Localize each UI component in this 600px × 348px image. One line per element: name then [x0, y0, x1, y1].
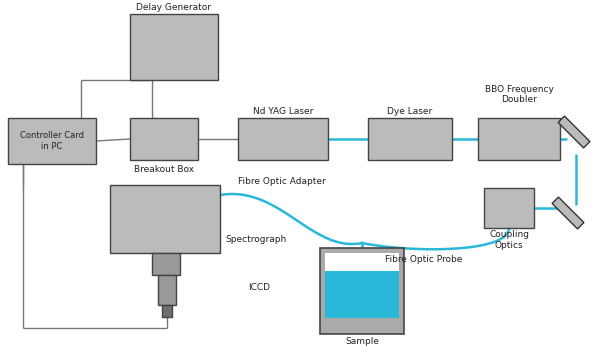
Bar	[320, 248, 404, 334]
Text: Fibre Optic Probe: Fibre Optic Probe	[385, 255, 463, 264]
Bar	[152, 253, 180, 275]
Text: Fibre Optic Adapter: Fibre Optic Adapter	[238, 176, 326, 185]
Bar	[130, 118, 198, 160]
Text: Controller Card
in PC: Controller Card in PC	[20, 131, 84, 151]
Bar	[368, 118, 452, 160]
Bar	[8, 118, 96, 164]
Text: Sample: Sample	[345, 338, 379, 347]
Bar	[130, 14, 218, 80]
Bar	[325, 271, 399, 318]
Bar	[484, 188, 534, 228]
Polygon shape	[558, 116, 590, 148]
Bar	[325, 253, 399, 271]
Text: Coupling
Optics: Coupling Optics	[489, 230, 529, 250]
Text: Dye Laser: Dye Laser	[388, 106, 433, 116]
Text: Delay Generator: Delay Generator	[137, 2, 212, 11]
Bar	[158, 275, 176, 305]
Text: ICCD: ICCD	[248, 284, 270, 293]
Polygon shape	[552, 197, 584, 229]
Bar	[478, 118, 560, 160]
Bar	[110, 185, 220, 253]
Bar	[238, 118, 328, 160]
Bar	[162, 305, 172, 317]
Text: Nd YAG Laser: Nd YAG Laser	[253, 106, 313, 116]
Text: Breakout Box: Breakout Box	[134, 166, 194, 174]
Text: Spectrograph: Spectrograph	[225, 235, 286, 244]
Text: BBO Frequency
Doubler: BBO Frequency Doubler	[485, 85, 553, 104]
